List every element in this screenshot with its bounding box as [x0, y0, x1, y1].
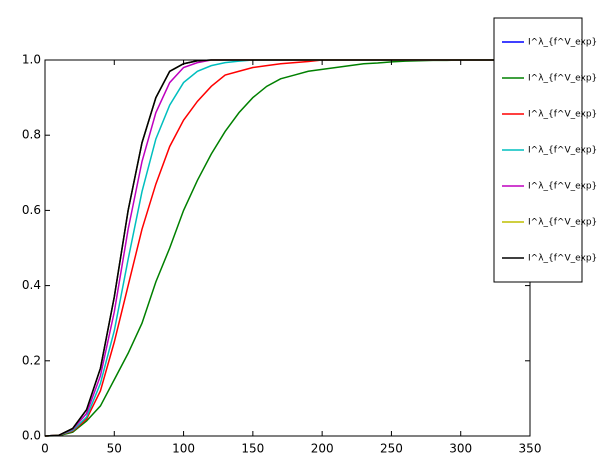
legend-label: I^λ_{f^V_exp} 6 [528, 254, 600, 264]
x-tick-label: 0 [41, 442, 49, 456]
y-tick-label: 0.8 [22, 128, 41, 142]
x-tick-label: 250 [380, 442, 403, 456]
x-tick-label: 50 [107, 442, 122, 456]
x-tick-label: 300 [449, 442, 472, 456]
y-tick-label: 0.6 [22, 203, 41, 217]
y-tick-label: 0.4 [22, 278, 41, 292]
x-tick-label: 200 [311, 442, 334, 456]
y-tick-label: 0.2 [22, 353, 41, 367]
legend-label: I^λ_{f^V_exp} 2 [528, 110, 600, 120]
x-tick-label: 350 [519, 442, 542, 456]
legend-label: I^λ_{f^V_exp} 3 [528, 146, 600, 156]
legend-label: I^λ_{f^V_exp} 4 [528, 182, 600, 192]
legend-label: I^λ_{f^V_exp} 1 [528, 74, 600, 84]
plot-area [45, 60, 530, 436]
y-tick-label: 1.0 [22, 53, 41, 67]
x-tick-label: 100 [172, 442, 195, 456]
legend-label: I^λ_{f^V_exp} 5 [528, 218, 600, 228]
y-tick-label: 0.0 [22, 429, 41, 443]
legend-label: I^λ_{f^V_exp} [528, 38, 597, 48]
x-tick-label: 150 [241, 442, 264, 456]
